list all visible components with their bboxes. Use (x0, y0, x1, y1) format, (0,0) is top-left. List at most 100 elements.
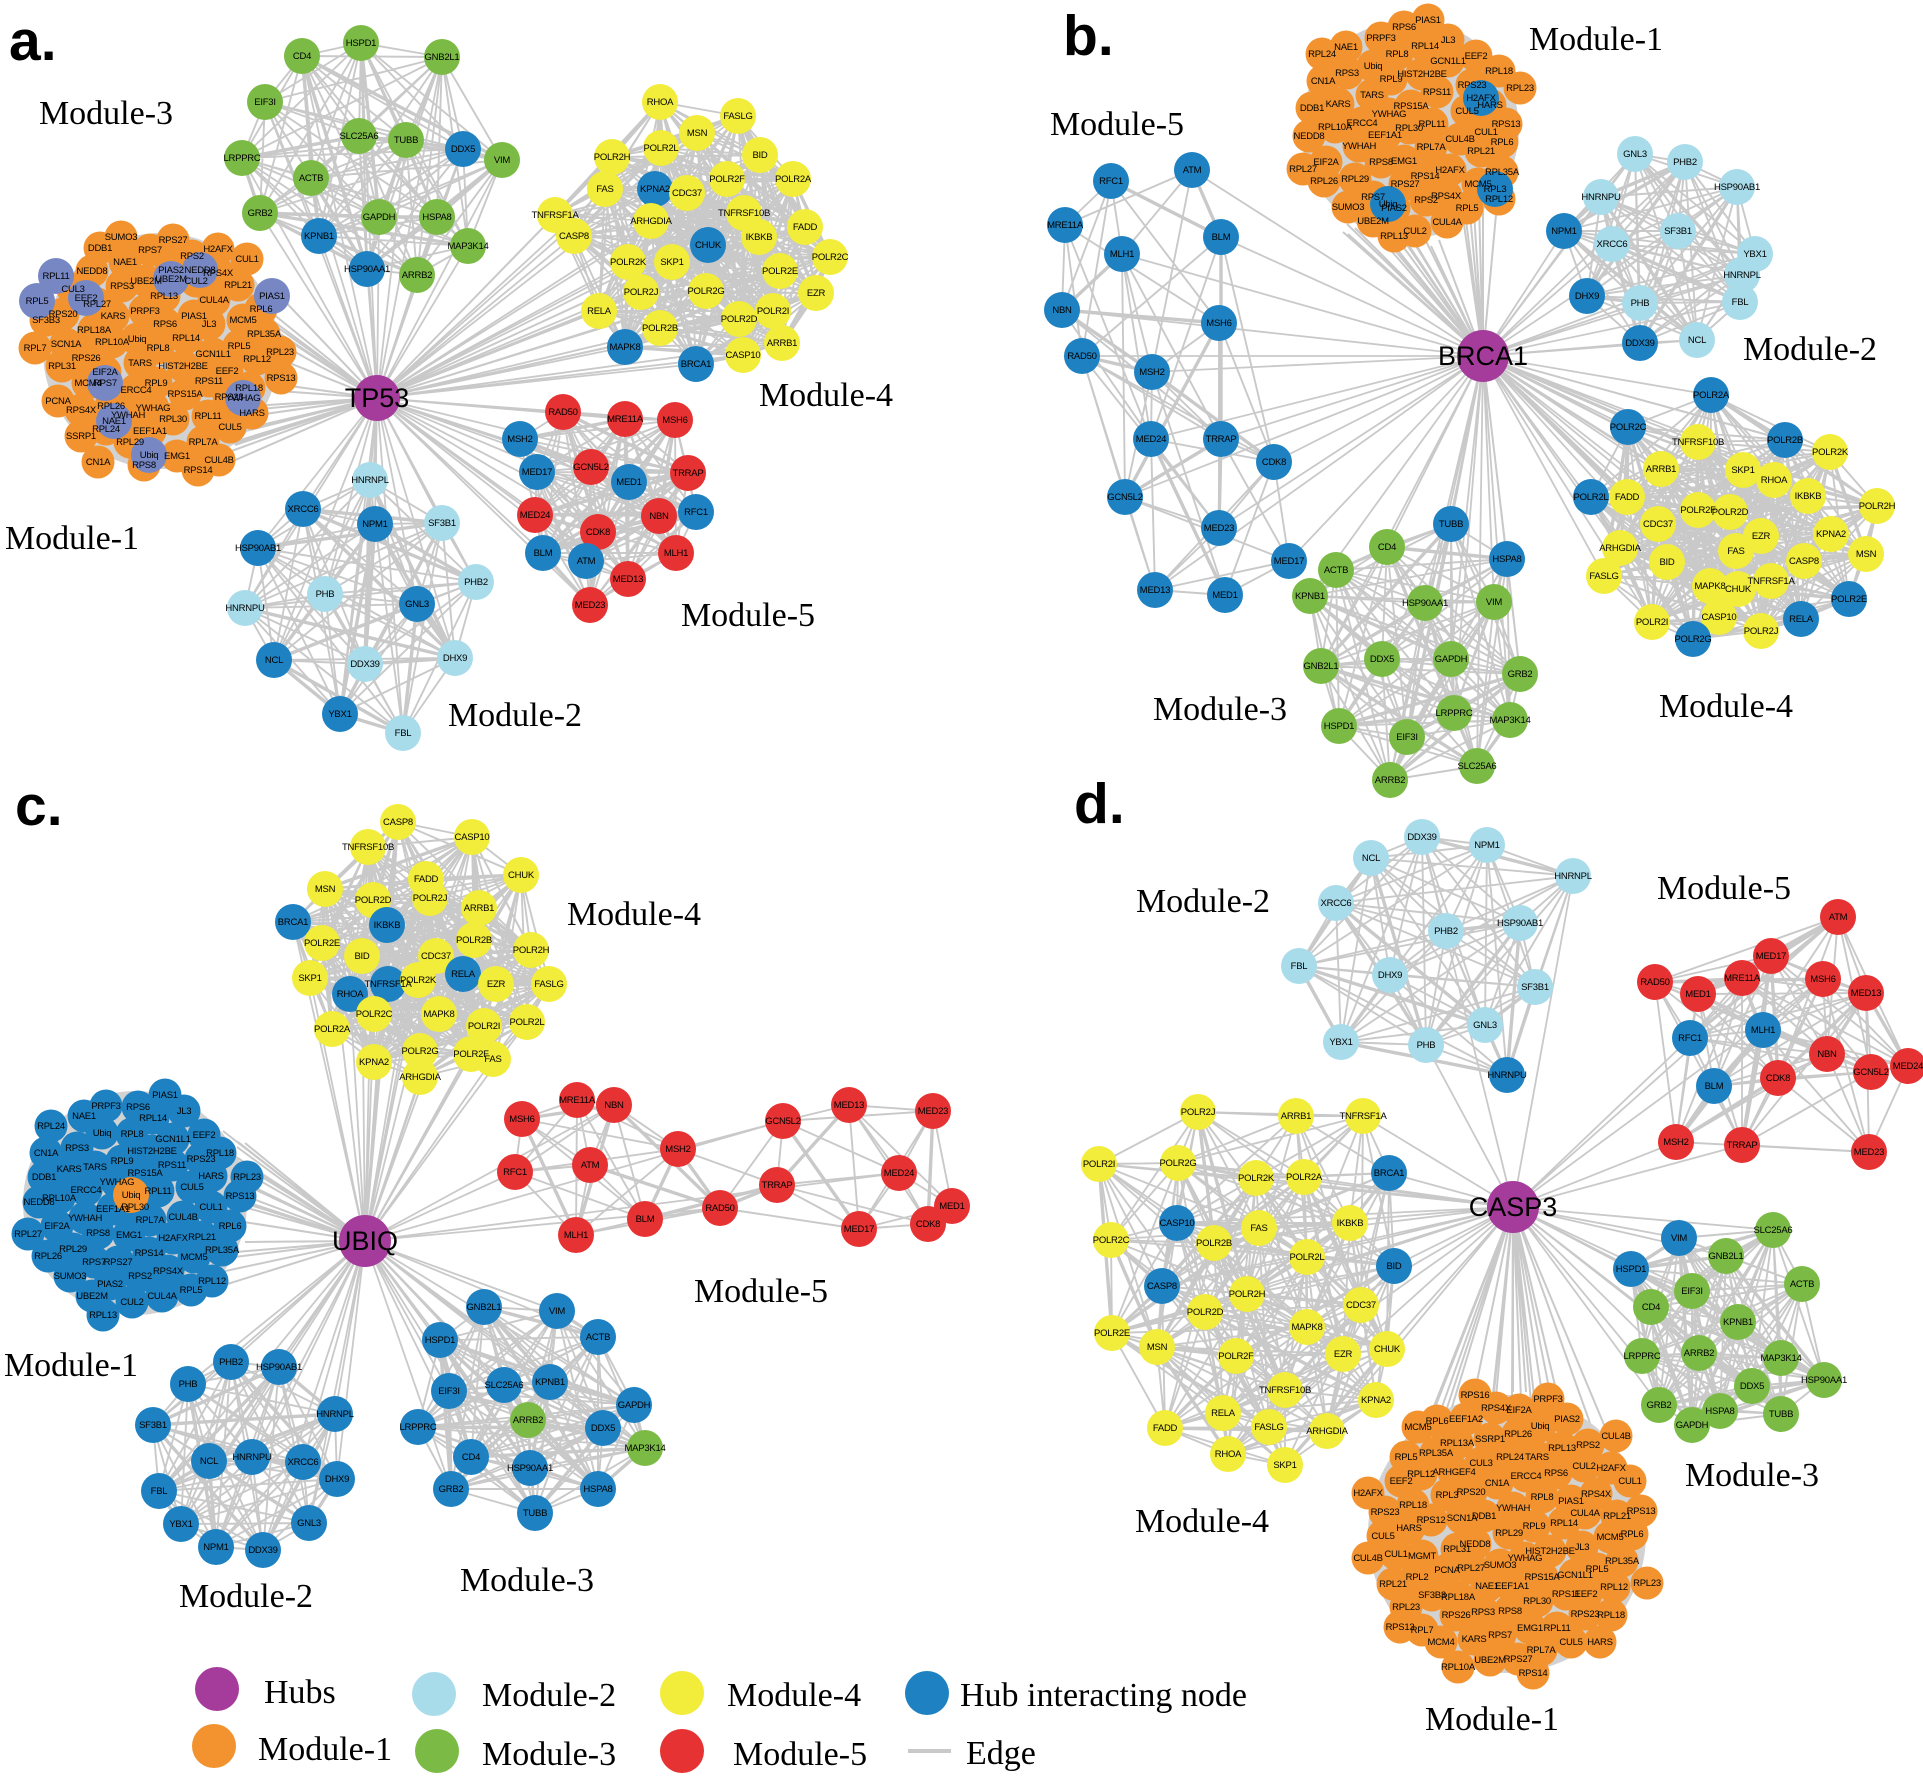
svg-text:ACTB: ACTB (1790, 1279, 1814, 1290)
svg-text:RPS23: RPS23 (187, 1154, 216, 1165)
svg-text:POLR2D: POLR2D (721, 314, 758, 325)
svg-text:NBN: NBN (604, 1100, 624, 1111)
svg-text:PIAS1: PIAS1 (181, 311, 207, 322)
svg-text:PCNA: PCNA (1434, 1565, 1460, 1576)
svg-text:MED1: MED1 (616, 477, 641, 488)
svg-text:RPS4X: RPS4X (203, 268, 234, 279)
svg-text:CUL5: CUL5 (180, 1182, 203, 1193)
svg-text:CD4: CD4 (1642, 1302, 1660, 1313)
svg-text:RPS23: RPS23 (215, 392, 244, 403)
svg-text:MLH1: MLH1 (664, 548, 688, 559)
svg-text:POLR2D: POLR2D (355, 895, 392, 906)
svg-text:RPS16: RPS16 (1461, 1390, 1490, 1401)
svg-text:EMG1: EMG1 (1391, 156, 1417, 167)
svg-text:MRE11A: MRE11A (607, 414, 644, 425)
svg-text:RPS3: RPS3 (65, 1143, 89, 1154)
svg-text:RPL11: RPL11 (1543, 1623, 1570, 1634)
svg-text:HARS: HARS (1396, 1523, 1421, 1534)
svg-text:RPL8: RPL8 (1386, 49, 1409, 60)
svg-text:HSP90AA1: HSP90AA1 (507, 1463, 553, 1474)
svg-text:MSH2: MSH2 (1663, 1137, 1688, 1148)
svg-text:RPS20: RPS20 (49, 309, 78, 320)
svg-text:NEDD8: NEDD8 (1460, 1539, 1491, 1550)
svg-text:SSRP1: SSRP1 (66, 431, 96, 442)
svg-text:EEF2: EEF2 (1575, 1589, 1598, 1600)
svg-text:Module-3: Module-3 (1685, 1457, 1819, 1494)
svg-text:MED24: MED24 (884, 1168, 914, 1179)
svg-text:CUL4B: CUL4B (1353, 1553, 1382, 1564)
svg-text:PHB: PHB (1417, 1040, 1436, 1051)
svg-text:RPS26: RPS26 (72, 353, 101, 364)
svg-text:EIF3I: EIF3I (1396, 732, 1417, 743)
svg-text:POLR2C: POLR2C (812, 252, 849, 263)
svg-text:DDX39: DDX39 (1407, 832, 1436, 843)
svg-text:RPL18A: RPL18A (1441, 1592, 1476, 1603)
svg-text:MAPK8: MAPK8 (1695, 581, 1726, 592)
svg-text:GRB2: GRB2 (1647, 1400, 1672, 1411)
svg-text:JL3: JL3 (202, 319, 217, 330)
svg-text:SF3B3: SF3B3 (1418, 1590, 1446, 1601)
svg-text:IKBKB: IKBKB (746, 232, 773, 243)
svg-text:YWHAH: YWHAH (1342, 141, 1377, 152)
svg-text:POLR2H: POLR2H (594, 152, 631, 163)
svg-text:ARRB2: ARRB2 (1375, 775, 1405, 786)
svg-text:SF3B1: SF3B1 (428, 518, 456, 529)
svg-text:MED13: MED13 (1140, 585, 1170, 596)
svg-text:RPS6: RPS6 (126, 1102, 150, 1113)
svg-text:CUL2: CUL2 (120, 1297, 143, 1308)
svg-text:MED24: MED24 (520, 510, 550, 521)
svg-text:MSH6: MSH6 (662, 415, 687, 426)
svg-text:LRPPRC: LRPPRC (399, 1422, 436, 1433)
svg-text:KPNB1: KPNB1 (535, 1377, 565, 1388)
svg-text:GNB2L1: GNB2L1 (467, 1302, 502, 1313)
svg-text:RPL10A: RPL10A (95, 337, 130, 348)
svg-text:BID: BID (354, 951, 369, 962)
svg-text:SUMO3: SUMO3 (1484, 1560, 1517, 1571)
svg-text:RPL13: RPL13 (1548, 1443, 1576, 1454)
svg-text:RPL23: RPL23 (1633, 1578, 1661, 1589)
svg-text:HSP90AB1: HSP90AB1 (256, 1362, 302, 1373)
svg-text:RELA: RELA (1211, 1408, 1236, 1419)
svg-text:HARS: HARS (239, 408, 264, 419)
svg-text:RPL27: RPL27 (14, 1229, 42, 1240)
svg-text:Module-4: Module-4 (727, 1677, 861, 1714)
svg-text:MAPK8: MAPK8 (610, 342, 641, 353)
svg-text:UBE2M: UBE2M (130, 276, 162, 287)
svg-text:RPL2: RPL2 (1406, 1572, 1429, 1583)
svg-text:NBN: NBN (649, 511, 669, 522)
svg-text:MED17: MED17 (844, 1224, 874, 1235)
svg-text:POLR2F: POLR2F (709, 174, 745, 185)
svg-text:YWHAG: YWHAG (1372, 109, 1407, 120)
svg-text:DDX5: DDX5 (1370, 654, 1394, 665)
svg-text:RPL12: RPL12 (1407, 1469, 1435, 1480)
svg-text:POLR2A: POLR2A (775, 174, 812, 185)
svg-text:RPS3: RPS3 (1335, 68, 1359, 79)
svg-text:EEF2: EEF2 (1390, 1476, 1413, 1487)
svg-text:Module-1: Module-1 (1529, 21, 1663, 58)
svg-text:Module-5: Module-5 (681, 597, 815, 634)
svg-text:CUL4B: CUL4B (168, 1212, 197, 1223)
svg-text:MED23: MED23 (918, 1106, 948, 1117)
svg-text:POLR2L: POLR2L (644, 143, 679, 154)
svg-text:POLR2K: POLR2K (400, 975, 437, 986)
svg-text:UBE2M: UBE2M (1474, 1655, 1506, 1666)
svg-text:CUL4B: CUL4B (1445, 134, 1474, 145)
svg-text:GAPDH: GAPDH (618, 1400, 651, 1411)
svg-text:SKP1: SKP1 (298, 973, 321, 984)
svg-text:HNRNPU: HNRNPU (1487, 1070, 1527, 1081)
svg-text:RPL21: RPL21 (188, 1232, 216, 1243)
svg-text:DDB1: DDB1 (1300, 103, 1324, 114)
svg-text:EIF3I: EIF3I (254, 97, 275, 108)
svg-text:TARS: TARS (1525, 1452, 1549, 1463)
svg-text:NBN: NBN (1052, 305, 1072, 316)
svg-text:CUL1: CUL1 (1618, 1476, 1641, 1487)
svg-text:KPNA2: KPNA2 (1816, 529, 1846, 540)
svg-text:CUL1: CUL1 (199, 1202, 222, 1213)
svg-text:NBN: NBN (1817, 1049, 1837, 1060)
svg-text:RPL7A: RPL7A (1527, 1645, 1557, 1656)
svg-text:ACTB: ACTB (1324, 565, 1348, 576)
svg-text:RPS27: RPS27 (159, 235, 188, 246)
svg-text:Module-2: Module-2 (448, 697, 582, 734)
svg-text:MED13: MED13 (834, 1100, 864, 1111)
svg-text:SKP1: SKP1 (660, 257, 683, 268)
